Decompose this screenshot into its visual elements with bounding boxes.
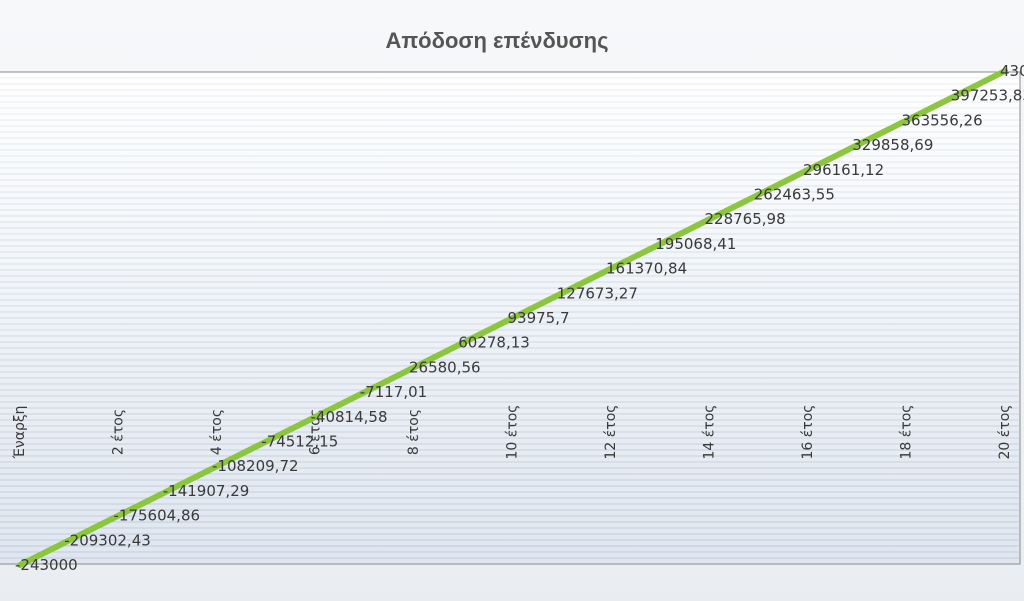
- x-tick-label: 8 έτος: [406, 409, 422, 455]
- data-label: 228765,98: [705, 210, 786, 228]
- data-label: 329858,69: [852, 136, 933, 154]
- data-label: -108209,72: [212, 457, 299, 475]
- x-tick-label: 16 έτος: [800, 404, 816, 459]
- data-label: 60278,13: [458, 334, 530, 352]
- data-label: 397253,83: [951, 87, 1024, 105]
- x-axis-tick-labels: Έναρξη 2 έτος 4 έτος 6 έτος 8 έτος 10 έτος 12 …: [12, 404, 1013, 459]
- x-tick-label: 12 έτος: [603, 404, 619, 459]
- x-tick-label: 4 έτος: [209, 409, 225, 455]
- data-label: 93975,7: [508, 309, 570, 327]
- x-tick-label: 2 έτος: [111, 409, 127, 455]
- data-label: 296161,12: [803, 161, 884, 179]
- series-line: [17, 68, 1008, 568]
- data-label: 363556,26: [902, 111, 983, 129]
- data-labels: -243000 -209302,43 -175604,86 -141907,29 -10…: [15, 62, 1024, 574]
- chart-title: Απόδοση επένδυσης: [385, 28, 608, 53]
- data-label: 26580,56: [409, 358, 481, 376]
- data-label: 161370,84: [606, 260, 687, 278]
- data-label: -7117,01: [360, 383, 427, 401]
- data-label: -74512,15: [261, 433, 338, 451]
- x-tick-label: 10 έτος: [505, 404, 521, 459]
- data-label: -141907,29: [163, 482, 250, 500]
- data-label: -40814,58: [311, 408, 388, 426]
- x-tick-label: 18 έτος: [899, 404, 915, 459]
- grid-lines: [0, 77, 1019, 559]
- x-tick-label: Έναρξη: [12, 405, 28, 459]
- data-label: 262463,55: [754, 186, 835, 204]
- x-tick-label: 20 έτος: [997, 404, 1013, 459]
- data-label: 430951,4: [1000, 62, 1024, 80]
- data-label: -209302,43: [64, 531, 151, 549]
- data-label: 127673,27: [557, 284, 638, 302]
- data-label: -175604,86: [114, 507, 201, 525]
- data-label: 195068,41: [655, 235, 736, 253]
- data-label: -243000: [15, 556, 78, 574]
- x-tick-label: 14 έτος: [702, 404, 718, 459]
